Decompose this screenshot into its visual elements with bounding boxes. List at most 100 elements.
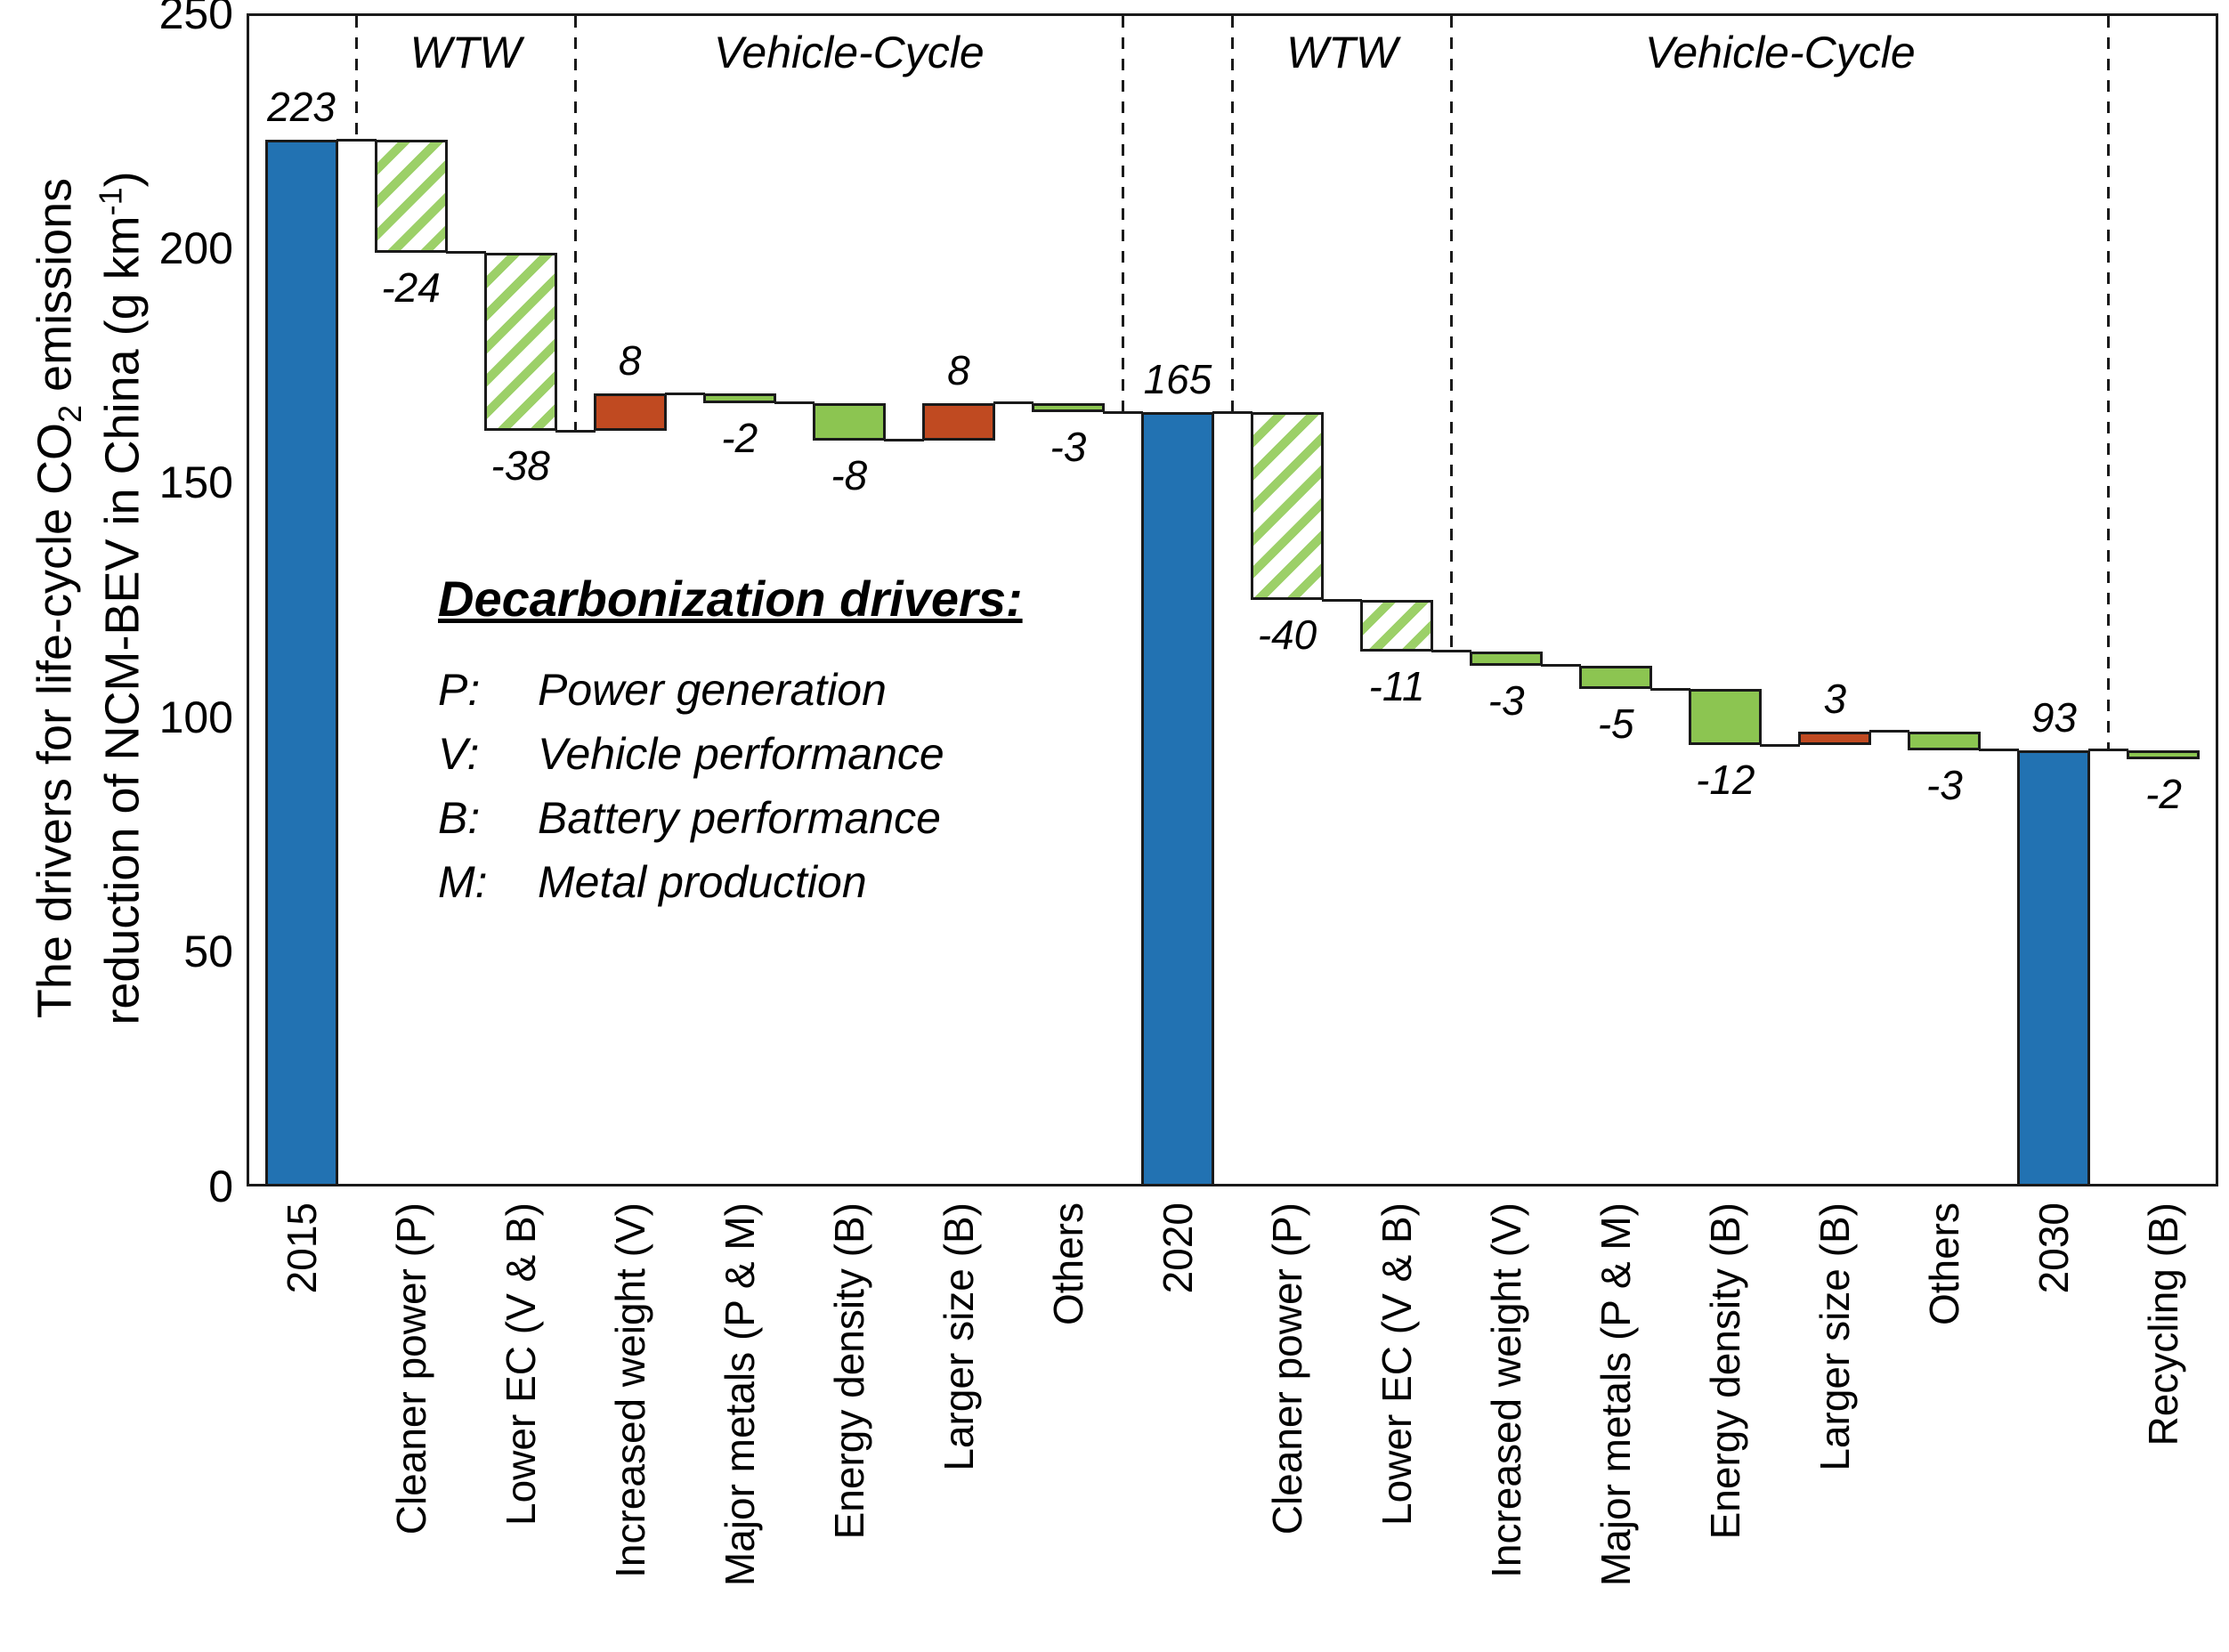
bar-cleaner-power-p	[374, 140, 448, 253]
x-tick-label: Cleaner power (P)	[1264, 1203, 1311, 1535]
connector-line	[1979, 749, 2020, 752]
x-tick-label: Increased weight (V)	[1483, 1203, 1530, 1578]
x-tick-label: Recycling (B)	[2140, 1203, 2187, 1446]
separator-line	[1121, 16, 1124, 413]
bar-increased-weight-v	[593, 393, 667, 432]
y-tick-label: 0	[208, 1162, 233, 1211]
bar-value-label: -3	[1487, 676, 1525, 724]
connector-line	[883, 439, 924, 442]
bar-energy-density-b	[1689, 689, 1763, 746]
x-tick-label: Lower EC (V & B)	[1374, 1203, 1421, 1526]
section-label-vehicle-cycle: Vehicle-Cycle	[713, 28, 985, 77]
bar-others	[1908, 731, 1982, 750]
connector-line	[774, 401, 815, 405]
x-tick-label: Major metals (P & M)	[716, 1203, 763, 1587]
legend-item: B: Battery performance	[438, 786, 1023, 850]
bar-value-label: -3	[1925, 761, 1963, 808]
connector-line	[2088, 749, 2129, 752]
bar-value-label: 223	[267, 84, 336, 131]
connector-line	[555, 429, 596, 433]
bar-2030	[2017, 749, 2091, 1186]
bar-value-label: -2	[721, 414, 758, 461]
bar-value-label: -12	[1696, 757, 1755, 804]
x-tick-label: Others	[1044, 1203, 1091, 1326]
connector-line	[1869, 730, 1910, 733]
legend-item-text: Vehicle performance	[538, 729, 944, 779]
separator-line	[354, 16, 358, 141]
bar-value-label: -5	[1597, 700, 1634, 748]
bar-value-label: -11	[1368, 662, 1425, 709]
legend-item-key: V:	[438, 729, 480, 779]
x-tick-label: Cleaner power (P)	[387, 1203, 434, 1535]
bar-major-metals-p-m	[702, 393, 776, 403]
legend-item-text: Metal production	[538, 857, 867, 907]
y-axis-title-line2: reduction of NCM-BEV in China (g km-1)	[92, 171, 150, 1025]
legend-item-key: P:	[438, 665, 481, 715]
bar-larger-size-b	[1798, 731, 1872, 746]
x-tick-label: Energy density (B)	[1702, 1203, 1749, 1540]
bar-lower-ec-v-b	[1360, 600, 1434, 652]
x-tick-label: 2015	[278, 1203, 325, 1294]
connector-line	[1760, 743, 1801, 747]
bar-value-label: 165	[1143, 356, 1212, 403]
x-tick-label: Major metals (P & M)	[1593, 1203, 1640, 1587]
connector-line	[1541, 664, 1582, 668]
bar-energy-density-b	[812, 402, 886, 441]
x-tick-label: 2020	[1154, 1203, 1201, 1294]
x-tick-label: Increased weight (V)	[606, 1203, 653, 1578]
y-tick-label: 100	[158, 692, 233, 742]
connector-line	[1212, 410, 1253, 414]
connector-line	[1650, 687, 1691, 691]
bar-major-metals-p-m	[1579, 665, 1653, 690]
bar-value-label: -8	[831, 451, 868, 498]
bar-cleaner-power-p	[1251, 412, 1325, 600]
separator-line	[573, 16, 577, 432]
bar-larger-size-b	[921, 402, 995, 441]
x-tick-label: Larger size (B)	[935, 1203, 982, 1471]
bar-value-label: -24	[381, 263, 441, 311]
legend-title: Decarbonization drivers:	[438, 571, 1023, 627]
bar-value-label: 3	[1823, 675, 1847, 722]
section-label-wtw: WTW	[409, 28, 522, 77]
y-tick-label: 150	[158, 458, 233, 508]
x-tick-label: Larger size (B)	[1812, 1203, 1859, 1471]
connector-line	[1102, 410, 1143, 414]
decarbonization-drivers-legend: Decarbonization drivers: P: Power genera…	[438, 570, 1023, 914]
legend-item: M: Metal production	[438, 850, 1023, 914]
bar-lower-ec-v-b	[483, 252, 557, 432]
connector-line	[993, 401, 1033, 405]
connector-line	[336, 138, 377, 142]
section-label-vehicle-cycle: Vehicle-Cycle	[1644, 28, 1916, 77]
separator-line	[1231, 16, 1234, 413]
x-tick-label: Energy density (B)	[825, 1203, 872, 1540]
bar-value-label: -2	[2145, 771, 2182, 818]
bar-increased-weight-v	[1470, 651, 1544, 666]
section-label-wtw: WTW	[1286, 28, 1398, 77]
legend-item-key: M:	[438, 857, 488, 907]
y-tick-label: 200	[158, 223, 233, 273]
y-tick-label: 250	[158, 0, 233, 38]
bar-2015	[264, 140, 338, 1186]
x-tick-label: Others	[1921, 1203, 1968, 1326]
connector-line	[1322, 598, 1363, 602]
legend-item-key: B:	[438, 793, 481, 843]
legend-item: P: Power generation	[438, 658, 1023, 722]
bar-value-label: -3	[1050, 424, 1087, 471]
bar-value-label: 8	[947, 346, 970, 393]
co2-subscript: 2	[52, 404, 89, 423]
bar-recycling-b	[2127, 749, 2201, 760]
connector-line	[664, 392, 705, 395]
x-tick-label: 2030	[2030, 1203, 2078, 1294]
plot-border	[247, 13, 2218, 1186]
bar-value-label: 93	[2030, 693, 2077, 741]
y-tick-label: 50	[183, 927, 233, 977]
connector-line	[1431, 650, 1472, 653]
y-axis-title: The drivers for life-cycle CO2 emissions…	[25, 171, 152, 1024]
x-tick-label: Lower EC (V & B)	[497, 1203, 544, 1526]
legend-item-text: Battery performance	[538, 793, 941, 843]
separator-line	[2107, 16, 2111, 750]
bar-others	[1031, 402, 1105, 413]
legend-item: V: Vehicle performance	[438, 722, 1023, 786]
legend-item-text: Power generation	[538, 665, 887, 715]
